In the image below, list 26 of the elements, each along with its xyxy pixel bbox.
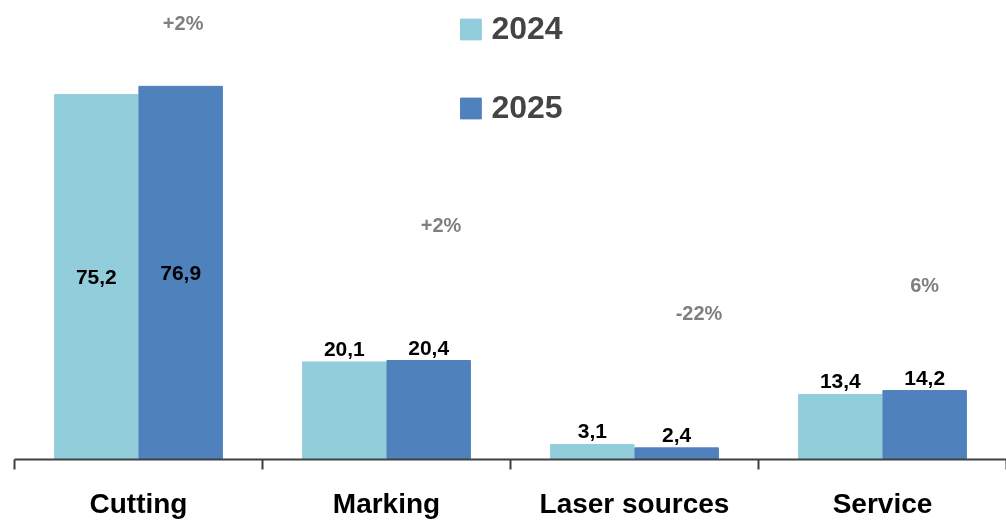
data-label: 75,2 (75, 265, 117, 289)
data-label: 14,2 (904, 365, 946, 389)
data-label: 20,1 (323, 336, 366, 360)
legend-label: 2025 (491, 89, 563, 126)
bar (550, 443, 635, 460)
x-tick-label: Marking (332, 487, 441, 519)
bar (302, 361, 387, 460)
bar (54, 94, 139, 460)
data-label: 13,4 (819, 369, 862, 393)
bar (882, 390, 967, 460)
bar (386, 360, 471, 460)
x-tick-label: Cutting (89, 487, 188, 519)
data-label: 2,4 (662, 422, 692, 446)
x-tick-label: Laser sources (539, 487, 730, 519)
bar (634, 447, 719, 460)
legend-label: 2024 (491, 10, 563, 47)
data-label: 3,1 (577, 419, 608, 443)
data-label: 76,9 (160, 260, 202, 284)
x-tick-label: Service (832, 487, 933, 519)
data-label: 20,4 (408, 335, 450, 359)
annotation: +2% (420, 214, 462, 237)
bar (138, 85, 223, 460)
bar (798, 393, 883, 460)
text: +2% (162, 12, 204, 35)
annotation: 6% (910, 274, 940, 297)
annotation: -22% (675, 301, 723, 324)
